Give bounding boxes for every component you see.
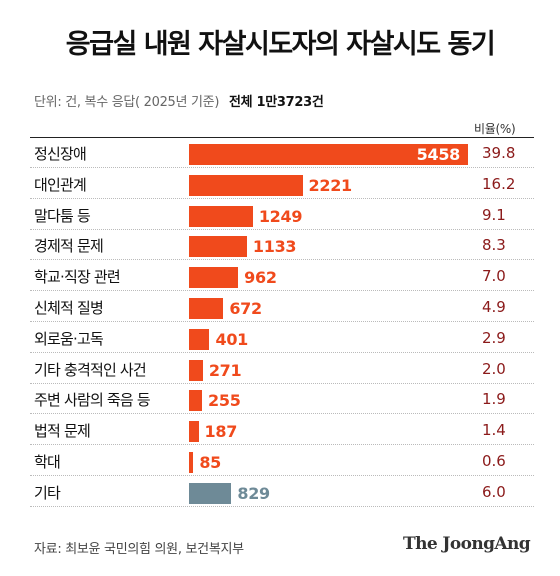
value-label: 1133 <box>252 237 297 257</box>
ratio-label: 2.0 <box>482 359 506 378</box>
ratio-label: 8.3 <box>482 236 506 255</box>
value-label: 962 <box>244 268 277 288</box>
bar <box>189 298 224 319</box>
value-label: 672 <box>229 299 262 318</box>
row-separator <box>30 321 534 322</box>
category-label: 기타 충격적인 사건 <box>34 360 147 379</box>
bar <box>189 174 303 196</box>
total-count: 전체 1만3723건 <box>228 95 324 110</box>
category-label: 외로움·고독 <box>34 329 104 348</box>
row-separator <box>30 197 534 199</box>
row-separator <box>30 351 534 353</box>
category-label: 정신장애 <box>34 145 87 163</box>
ratio-label: 4.9 <box>482 298 506 316</box>
chart-top-rule <box>30 137 534 138</box>
category-label: 법적 문제 <box>34 422 91 441</box>
bar-row: 학대 85 0.6 <box>30 445 534 476</box>
bar-row: 주변 사람의 죽음 등 255 1.9 <box>30 383 534 415</box>
row-separator <box>30 475 534 476</box>
value-label: 401 <box>215 329 248 349</box>
value-label: 255 <box>208 391 241 411</box>
row-separator <box>30 167 534 168</box>
source-note: 자료: 최보윤 국민의힘 의원, 보건복지부 <box>34 542 244 557</box>
ratio-label: 0.6 <box>482 452 506 470</box>
bar <box>189 482 232 504</box>
bar-row: 신체적 질병 672 4.9 <box>30 291 534 322</box>
ratio-label: 2.9 <box>482 328 506 347</box>
value-label: 85 <box>199 453 222 472</box>
row-separator <box>30 228 534 230</box>
bar-row: 말다툼 등 1249 9.1 <box>30 199 534 230</box>
ratio-label: 6.0 <box>482 482 506 501</box>
ratio-column-header: 비율(%) <box>474 122 516 136</box>
chart-title: 응급실 내원 자살시도자의 자살시도 동기 <box>65 29 496 60</box>
bar-row: 기타 충격적인 사건 271 2.0 <box>30 353 534 384</box>
bar <box>189 267 239 289</box>
ratio-label: 39.8 <box>482 144 516 162</box>
chart-subtitle: 단위: 건, 복수 응답( 2025년 기준) 전체 1만3723건 <box>34 91 324 110</box>
ratio-label: 1.9 <box>482 390 506 409</box>
bar-row: 정신장애 5458 39.8 <box>30 137 534 168</box>
ratio-label: 9.1 <box>482 205 506 224</box>
bar-row: 학교·직장 관련 962 7.0 <box>30 260 534 292</box>
category-label: 경제적 문제 <box>34 237 104 256</box>
value-label: 187 <box>204 422 238 442</box>
category-label: 기타 <box>34 483 61 502</box>
bar <box>189 205 253 227</box>
bar <box>189 359 203 381</box>
row-separator <box>30 413 534 415</box>
bar <box>189 452 194 473</box>
value-label: 271 <box>208 360 242 380</box>
category-label: 학교·직장 관련 <box>34 268 121 287</box>
ratio-label: 16.2 <box>482 174 516 193</box>
bar <box>189 421 199 443</box>
bar <box>189 390 203 412</box>
row-separator <box>30 382 534 384</box>
publisher-logo: The JoongAng <box>403 534 531 554</box>
category-label: 학대 <box>34 453 61 471</box>
value-label: 5458 <box>416 145 461 164</box>
bar-row: 경제적 문제 1133 8.3 <box>30 229 534 261</box>
bar-row: 외로움·고독 401 2.9 <box>30 322 534 353</box>
bar-row: 대인관계 2221 16.2 <box>30 168 534 199</box>
bar-row: 법적 문제 187 1.4 <box>30 414 534 446</box>
category-label: 말다툼 등 <box>34 206 91 225</box>
ratio-label: 1.4 <box>482 421 506 440</box>
value-label: 2221 <box>308 175 353 195</box>
row-separator <box>30 290 534 292</box>
ratio-label: 7.0 <box>482 267 506 286</box>
category-label: 대인관계 <box>34 175 87 194</box>
value-label: 829 <box>237 483 270 503</box>
row-separator <box>30 259 534 261</box>
category-label: 신체적 질병 <box>34 299 104 317</box>
row-separator <box>30 444 534 446</box>
bar <box>189 144 468 165</box>
bar-row: 기타 829 6.0 <box>30 476 534 507</box>
category-label: 주변 사람의 죽음 등 <box>34 391 151 410</box>
row-separator <box>30 505 534 507</box>
bar <box>189 328 210 350</box>
bar <box>189 236 247 258</box>
unit-note: 단위: 건, 복수 응답( 2025년 기준) <box>34 95 220 110</box>
value-label: 1249 <box>258 206 303 226</box>
